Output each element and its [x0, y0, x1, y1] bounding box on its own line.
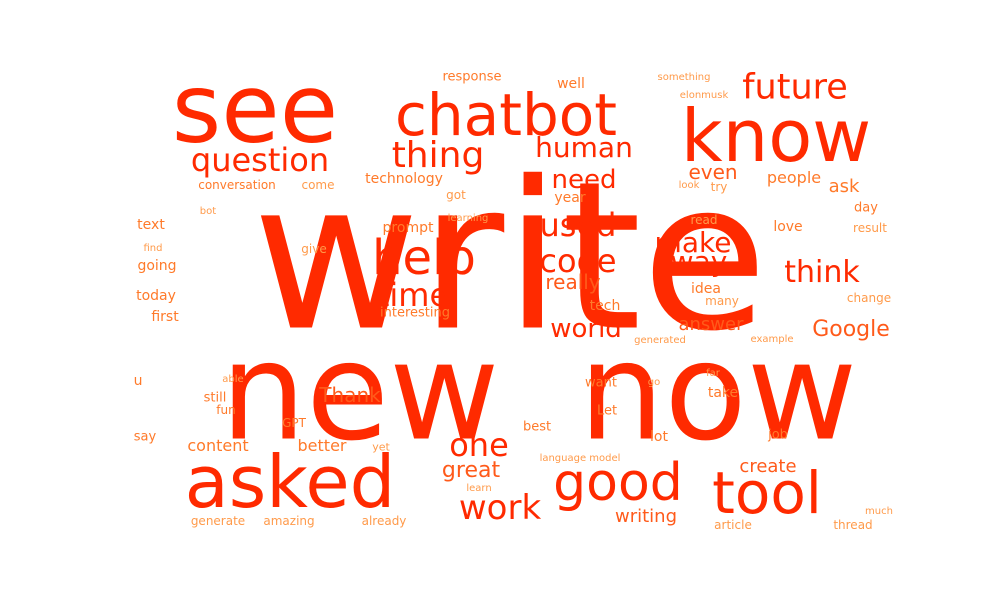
- word-learn: learn: [466, 483, 492, 494]
- word-yet: yet: [372, 440, 390, 454]
- word-think: think: [784, 255, 860, 290]
- word-code: code: [539, 242, 617, 280]
- word-job: job: [768, 427, 788, 443]
- word-used: used: [539, 206, 617, 244]
- word-example: example: [750, 334, 794, 345]
- word-prompt: prompt: [382, 220, 434, 236]
- word-conversation: conversation: [198, 178, 276, 192]
- word-read: read: [690, 213, 718, 227]
- word-question: question: [190, 141, 330, 179]
- word-good: good: [553, 453, 683, 513]
- word-come: come: [301, 178, 335, 192]
- word-language-model: language model: [539, 453, 621, 464]
- word-u: u: [133, 373, 143, 389]
- word-writing: writing: [614, 506, 678, 527]
- word-article: article: [714, 518, 752, 532]
- word-change: change: [846, 291, 892, 305]
- word-got: got: [446, 188, 466, 202]
- word-help: help: [372, 230, 476, 286]
- word-way: way: [670, 245, 728, 278]
- word-far: far: [706, 368, 720, 379]
- word-thank: Thank: [319, 383, 381, 407]
- word-elonmusk: elonmusk: [679, 90, 729, 101]
- word-let: Let: [596, 403, 618, 419]
- word-answer: answer: [678, 314, 744, 335]
- word-fun: fun: [216, 403, 236, 417]
- word-one: one: [449, 426, 509, 464]
- word-chatbot: chatbot: [395, 81, 617, 149]
- word-generate: generate: [190, 514, 246, 528]
- word-asked: asked: [184, 440, 396, 524]
- word-gpt: GPT: [282, 416, 306, 430]
- word-today: today: [136, 288, 176, 304]
- word-take: take: [707, 385, 739, 401]
- word-ask: ask: [828, 176, 860, 197]
- word-text: text: [137, 217, 165, 233]
- word-able: able: [222, 374, 244, 385]
- word-first: first: [151, 309, 179, 325]
- word-well: well: [557, 76, 585, 92]
- word-see: see: [171, 54, 339, 165]
- word-google: Google: [812, 317, 890, 342]
- word-new: new: [220, 313, 500, 471]
- word-tool: tool: [712, 459, 822, 527]
- word-human: human: [535, 131, 633, 164]
- word-future: future: [742, 67, 848, 108]
- word-still: still: [203, 390, 227, 406]
- word-people: people: [766, 168, 822, 187]
- word-result: result: [853, 221, 887, 235]
- word-look: look: [678, 180, 700, 191]
- word-many: many: [705, 294, 739, 308]
- word-world: world: [550, 314, 622, 344]
- word-even: even: [688, 160, 738, 184]
- word-idea: idea: [691, 281, 721, 297]
- word-work: work: [458, 488, 542, 528]
- word-find: find: [143, 243, 163, 254]
- word-bot: bot: [199, 206, 217, 217]
- word-need: need: [551, 165, 617, 195]
- word-generated: generated: [634, 335, 686, 346]
- word-learning: learning: [447, 213, 489, 224]
- word-lot: lot: [650, 429, 668, 445]
- word-going: going: [137, 258, 177, 274]
- word-content: content: [187, 436, 249, 455]
- word-try: try: [710, 180, 728, 194]
- word-now: now: [578, 313, 858, 471]
- word-create: create: [739, 456, 797, 477]
- word-technology: technology: [365, 171, 443, 187]
- word-better: better: [297, 436, 347, 455]
- word-great: great: [441, 458, 501, 483]
- word-give: give: [301, 242, 327, 256]
- word-thing: thing: [391, 135, 485, 176]
- word-want: want: [585, 375, 617, 391]
- word-time: time: [376, 276, 450, 314]
- word-thread: thread: [833, 518, 873, 532]
- word-interesting: interesting: [380, 305, 450, 321]
- word-year: year: [554, 190, 586, 206]
- word-say: say: [133, 429, 157, 445]
- word-amazing: amazing: [263, 514, 315, 528]
- word-response: response: [442, 69, 502, 85]
- word-write: write: [252, 138, 768, 377]
- word-know: know: [680, 94, 872, 178]
- word-much: much: [865, 506, 893, 517]
- word-best: best: [522, 419, 552, 435]
- word-already: already: [361, 514, 407, 528]
- word-really: really: [545, 270, 601, 294]
- word-something: something: [657, 72, 711, 83]
- word-day: day: [854, 200, 878, 216]
- word-go: go: [647, 377, 661, 388]
- word-love: love: [773, 219, 803, 235]
- word-tech: tech: [589, 298, 621, 314]
- word-make: make: [654, 226, 732, 259]
